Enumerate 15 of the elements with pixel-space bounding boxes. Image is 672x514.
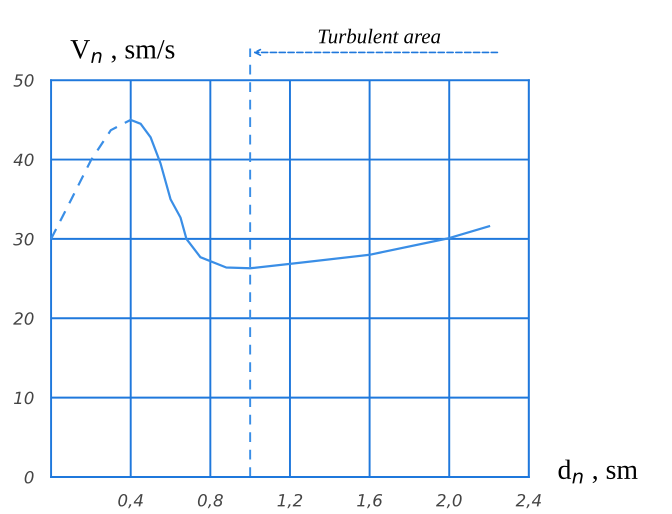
x-tick-label: 1,6	[357, 494, 382, 508]
y-tick-label: 0	[24, 470, 34, 484]
x-tick-label: 2,0	[436, 494, 462, 508]
y-tick-label: 40	[14, 154, 34, 166]
x-tick-label: 1,2	[278, 494, 302, 508]
y-tick-label: 50	[14, 74, 34, 87]
x-tick-label: 0,8	[198, 494, 223, 508]
text: Turbulent area	[318, 28, 440, 44]
x-tick-label: 0,4	[118, 494, 143, 508]
x-tick-label: 2,4	[516, 494, 541, 508]
y-tick-label: 20	[13, 312, 34, 325]
y-tick-label: 10	[14, 392, 34, 404]
x-axis-title: d$_{n}$ , sm	[558, 460, 638, 484]
y-axis-title: V$_{n}$ , sm/s	[70, 40, 174, 63]
y-tick-label: 30	[13, 232, 34, 246]
